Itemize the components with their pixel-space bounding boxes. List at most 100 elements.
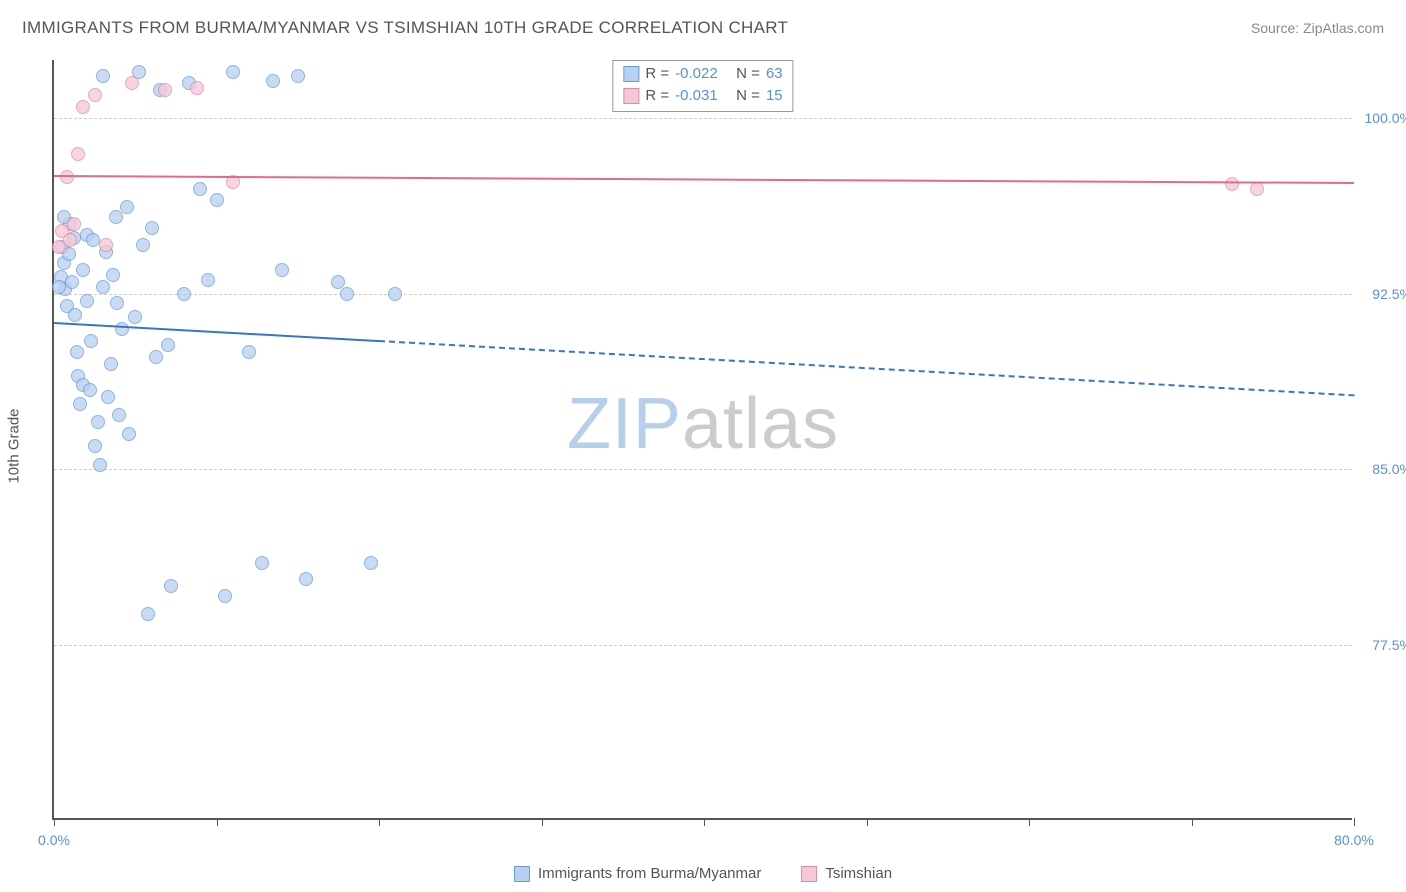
- watermark-atlas: atlas: [682, 384, 839, 464]
- legend-n-value: 15: [766, 85, 783, 107]
- data-point: [80, 294, 94, 308]
- legend-row: R = -0.031 N = 15: [623, 85, 782, 107]
- legend-item-series-1: Immigrants from Burma/Myanmar: [514, 865, 761, 882]
- trend-line: [379, 340, 1354, 396]
- data-point: [106, 268, 120, 282]
- chart-source: Source: ZipAtlas.com: [1251, 20, 1384, 36]
- data-point: [52, 280, 66, 294]
- legend-item-series-2: Tsimshian: [801, 865, 892, 882]
- data-point: [99, 238, 113, 252]
- data-point: [177, 287, 191, 301]
- legend-n-label: N =: [724, 63, 760, 85]
- x-tick: [704, 818, 705, 826]
- data-point: [120, 200, 134, 214]
- data-point: [83, 383, 97, 397]
- data-point: [291, 69, 305, 83]
- y-tick-label: 85.0%: [1356, 461, 1406, 477]
- data-point: [149, 350, 163, 364]
- data-point: [96, 280, 110, 294]
- data-point: [161, 338, 175, 352]
- data-point: [340, 287, 354, 301]
- legend-swatch: [623, 88, 639, 104]
- data-point: [190, 81, 204, 95]
- x-tick: [867, 818, 868, 826]
- legend-swatch: [623, 66, 639, 82]
- data-point: [88, 88, 102, 102]
- legend-r-label: R =: [645, 85, 669, 107]
- data-point: [136, 238, 150, 252]
- chart-title: IMMIGRANTS FROM BURMA/MYANMAR VS TSIMSHI…: [22, 18, 788, 38]
- watermark-zip: ZIP: [567, 384, 682, 464]
- legend-n-label: N =: [724, 85, 760, 107]
- legend-r-value: -0.022: [675, 63, 718, 85]
- data-point: [109, 210, 123, 224]
- y-tick-label: 92.5%: [1356, 286, 1406, 302]
- data-point: [364, 556, 378, 570]
- x-tick: [54, 818, 55, 826]
- data-point: [299, 572, 313, 586]
- trend-line: [54, 322, 379, 342]
- x-tick-label-right: 80.0%: [1334, 832, 1374, 848]
- data-point: [96, 69, 110, 83]
- data-point: [70, 345, 84, 359]
- data-point: [86, 233, 100, 247]
- x-tick: [217, 818, 218, 826]
- chart-plot-area: ZIPatlas 77.5%85.0%92.5%100.0%0.0%80.0% …: [52, 60, 1352, 820]
- data-point: [101, 390, 115, 404]
- trend-line: [54, 175, 1354, 184]
- data-point: [242, 345, 256, 359]
- x-tick-label-left: 0.0%: [38, 832, 70, 848]
- data-point: [128, 310, 142, 324]
- data-point: [145, 221, 159, 235]
- data-point: [71, 147, 85, 161]
- chart-header: IMMIGRANTS FROM BURMA/MYANMAR VS TSIMSHI…: [22, 18, 1384, 38]
- data-point: [110, 296, 124, 310]
- legend-label-series-1: Immigrants from Burma/Myanmar: [538, 865, 761, 882]
- x-tick: [379, 818, 380, 826]
- data-point: [68, 308, 82, 322]
- legend-swatch-series-2: [801, 866, 817, 882]
- data-point: [275, 263, 289, 277]
- legend-box: R = -0.022 N = 63 R = -0.031 N = 15: [612, 60, 793, 112]
- data-point: [266, 74, 280, 88]
- legend-n-value: 63: [766, 63, 783, 85]
- data-point: [115, 322, 129, 336]
- legend-r-label: R =: [645, 63, 669, 85]
- legend-r-value: -0.031: [675, 85, 718, 107]
- y-axis-label: 10th Grade: [6, 408, 23, 483]
- data-point: [84, 334, 98, 348]
- x-tick: [1192, 818, 1193, 826]
- data-point: [112, 408, 126, 422]
- data-point: [73, 397, 87, 411]
- watermark: ZIPatlas: [567, 383, 839, 465]
- y-tick-label: 100.0%: [1356, 110, 1406, 126]
- data-point: [76, 263, 90, 277]
- gridline: [54, 294, 1352, 295]
- data-point: [122, 427, 136, 441]
- gridline: [54, 645, 1352, 646]
- data-point: [1250, 182, 1264, 196]
- bottom-legend: Immigrants from Burma/Myanmar Tsimshian: [514, 865, 892, 882]
- gridline: [54, 469, 1352, 470]
- data-point: [388, 287, 402, 301]
- data-point: [63, 233, 77, 247]
- data-point: [93, 458, 107, 472]
- data-point: [76, 100, 90, 114]
- legend-row: R = -0.022 N = 63: [623, 63, 782, 85]
- data-point: [1225, 177, 1239, 191]
- gridline: [54, 118, 1352, 119]
- legend-swatch-series-1: [514, 866, 530, 882]
- x-tick: [1354, 818, 1355, 826]
- data-point: [201, 273, 215, 287]
- data-point: [65, 275, 79, 289]
- data-point: [88, 439, 102, 453]
- data-point: [255, 556, 269, 570]
- x-tick: [1029, 818, 1030, 826]
- data-point: [91, 415, 105, 429]
- legend-label-series-2: Tsimshian: [825, 865, 892, 882]
- data-point: [104, 357, 118, 371]
- data-point: [218, 589, 232, 603]
- data-point: [158, 83, 172, 97]
- data-point: [193, 182, 207, 196]
- data-point: [141, 607, 155, 621]
